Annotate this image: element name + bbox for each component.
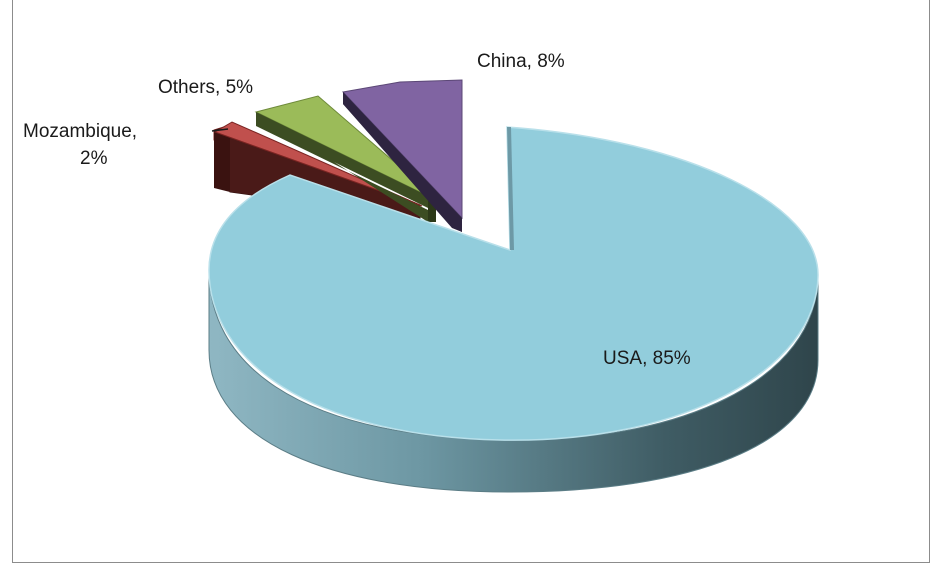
label-usa: USA, 85% [603,348,691,369]
pie-slice-china [341,79,463,232]
label-mozambique-line1: Mozambique, [23,121,137,142]
pie-slice-usa [208,126,819,493]
leader-line-mozambique [211,128,229,132]
label-others: Others, 5% [158,77,253,98]
label-china: China, 8% [477,51,565,72]
label-mozambique-line2: 2% [80,148,108,169]
